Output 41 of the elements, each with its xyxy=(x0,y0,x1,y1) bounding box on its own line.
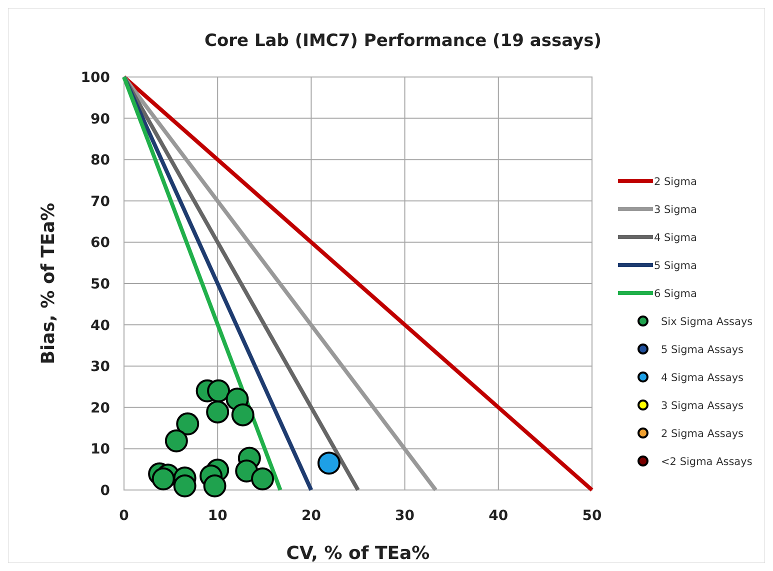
y-tick-label: 100 xyxy=(80,70,110,86)
y-tick-label: 40 xyxy=(90,318,110,334)
y-tick-label: 30 xyxy=(90,359,110,376)
x-tick-label: 20 xyxy=(301,508,322,524)
legend-label: <2 Sigma Assays xyxy=(661,456,752,468)
y-tick-label: 10 xyxy=(90,442,110,458)
legend-label: 2 Sigma xyxy=(654,176,697,188)
x-tick-label: 10 xyxy=(208,508,228,524)
point xyxy=(203,474,226,498)
point xyxy=(173,474,196,498)
y-axis-title: Bias, % of TEa% xyxy=(38,202,59,364)
point xyxy=(152,467,175,490)
y-tick-label: 20 xyxy=(90,400,110,416)
y-tick-label: 70 xyxy=(90,194,110,210)
legend-label: 5 Sigma xyxy=(654,260,697,272)
legend-label: 4 Sigma xyxy=(654,232,697,244)
point xyxy=(206,400,230,424)
y-tick-label: 80 xyxy=(90,152,110,169)
legend-label: 3 Sigma Assays xyxy=(661,400,744,412)
y-tick-label: 90 xyxy=(90,111,110,128)
legend-label: 6 Sigma xyxy=(654,288,697,300)
legend-label: 5 Sigma Assays xyxy=(661,344,744,356)
point xyxy=(164,429,188,452)
x-tick-label: 40 xyxy=(488,508,508,524)
x-tick-label: 0 xyxy=(119,508,130,524)
y-tick-label: 50 xyxy=(90,276,110,292)
point xyxy=(231,403,254,426)
legend-label: 2 Sigma Assays xyxy=(661,428,744,440)
x-axis-title: CV, % of TEa% xyxy=(286,543,430,564)
chart-title: Core Lab (IMC7) Performance (19 assays) xyxy=(204,31,602,51)
y-tick-label: 0 xyxy=(100,483,110,499)
legend-label: Six Sigma Assays xyxy=(661,316,753,328)
legend-label: 4 Sigma Assays xyxy=(661,372,744,384)
x-tick-label: 30 xyxy=(395,508,415,524)
point xyxy=(251,467,274,490)
y-tick-label: 60 xyxy=(90,235,110,252)
point xyxy=(207,379,230,402)
x-tick-label: 50 xyxy=(582,508,602,524)
point xyxy=(176,412,200,436)
point xyxy=(317,452,340,475)
legend-label: 3 Sigma xyxy=(654,204,697,216)
